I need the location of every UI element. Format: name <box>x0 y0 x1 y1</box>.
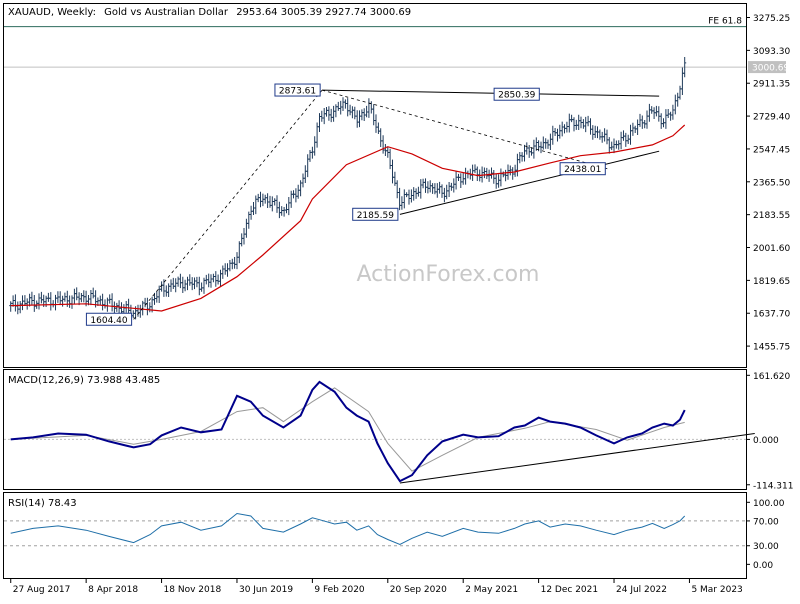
x-tick-label: 20 Sep 2020 <box>390 585 447 595</box>
macd-title: MACD(12,26,9) 73.988 43.485 <box>8 375 160 386</box>
annotation-box <box>352 207 399 221</box>
macd-line <box>10 380 686 483</box>
moving-average-line <box>10 124 686 312</box>
price-y-tick-label: 2547.45 <box>753 145 790 155</box>
macd-y-tick-label: 161.620 <box>753 372 790 382</box>
annotation-label: 1604.40 <box>90 316 127 326</box>
x-tick-label: 12 Dec 2021 <box>541 585 599 595</box>
annotation-2438.01: 2438.01 <box>559 162 606 176</box>
annotation-1604.40: 1604.40 <box>85 312 133 326</box>
x-tick-label: 30 Jun 2019 <box>239 585 293 595</box>
rsi-panel <box>3 492 747 579</box>
last-price-box <box>748 61 786 74</box>
last-price-label: 3000.69 <box>752 64 789 74</box>
trendline-1 <box>322 89 660 97</box>
price-y-tick-label: 2729.40 <box>753 113 790 123</box>
annotation-2185.59: 2185.59 <box>352 207 399 221</box>
x-tick-label: 8 Apr 2018 <box>88 585 138 595</box>
x-tick-label: 18 Nov 2018 <box>164 585 222 595</box>
rsi-y-tick-label: 30.00 <box>753 542 779 552</box>
price-y-tick-label: 2183.55 <box>753 211 790 221</box>
x-tick-label: 5 Mar 2023 <box>691 585 742 595</box>
fe-level-label: FE 61.8 <box>708 17 742 27</box>
symbol-label: XAUAUD, Weekly: <box>8 7 96 18</box>
annotation-2850.39: 2850.39 <box>493 87 540 101</box>
price-y-tick-label: 1455.75 <box>753 343 790 353</box>
x-tick-label: 27 Aug 2017 <box>13 585 71 595</box>
axis-layer: 3275.25 3093.30 2911.35 2729.40 2547.45 2365.… <box>10 14 793 595</box>
trendline-2 <box>399 150 660 215</box>
annotation-box <box>274 83 321 97</box>
rsi-y-tick-label: 100.00 <box>753 499 785 509</box>
macd-trendline <box>399 432 755 484</box>
annotation-box <box>559 162 606 176</box>
annotation-box <box>85 312 133 326</box>
annotation-box <box>493 87 540 101</box>
description-label: Gold vs Australian Dollar <box>104 7 229 18</box>
dashed-projection-1 <box>133 89 323 320</box>
price-y-tick-label: 1637.70 <box>753 310 790 320</box>
rsi-title: RSI(14) 78.43 <box>8 498 77 509</box>
watermark: ActionForex.com <box>357 262 540 287</box>
annotation-label: 2850.39 <box>498 91 535 101</box>
price-layer: FE 61.8 2873.61 2850.39 2438.01 2185.59 1604.… <box>4 17 746 326</box>
price-panel <box>3 3 747 368</box>
rsi-y-tick-label: 70.00 <box>753 517 779 527</box>
price-bar-2023-02-19 <box>683 57 687 78</box>
x-tick-label: 2 May 2021 <box>465 585 518 595</box>
rsi-layer <box>4 512 746 547</box>
dashed-projection-2 <box>322 89 608 170</box>
x-tick-label: 24 Jul 2022 <box>616 585 667 595</box>
macd-layer <box>4 380 755 484</box>
rsi-line <box>10 512 686 546</box>
macd-y-tick-label: -114.311 <box>753 481 793 491</box>
rsi-y-tick-label: 0.00 <box>753 561 773 571</box>
macd-y-tick-label: 0.000 <box>753 436 779 446</box>
price-y-tick-label: 3275.25 <box>753 14 790 24</box>
price-y-tick-label: 1819.65 <box>753 277 790 287</box>
macd-panel <box>3 369 747 490</box>
last-price-tag: 3000.69 <box>748 61 789 74</box>
annotation-label: 2873.61 <box>279 87 316 97</box>
price-y-tick-label: 2911.35 <box>753 80 790 90</box>
ohlc-values: 2953.64 3005.39 2927.74 3000.69 <box>236 7 411 18</box>
price-y-tick-label: 2365.50 <box>753 178 790 188</box>
price-y-tick-label: 2001.60 <box>753 244 790 254</box>
annotation-2873.61: 2873.61 <box>274 83 321 97</box>
price-y-tick-label: 3093.30 <box>753 47 790 57</box>
header-text: XAUAUD, Weekly: Gold vs Australian Dolla… <box>8 7 411 18</box>
annotation-label: 2185.59 <box>357 211 394 221</box>
x-tick-label: 9 Feb 2020 <box>314 585 365 595</box>
annotation-label: 2438.01 <box>564 165 601 175</box>
